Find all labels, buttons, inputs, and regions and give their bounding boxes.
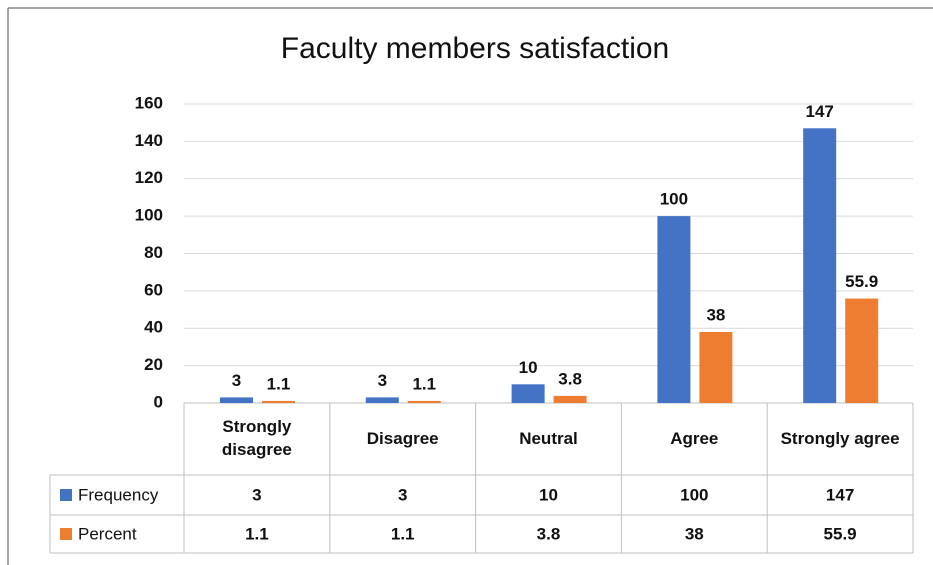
table-value: 147 <box>826 485 854 504</box>
table-value: 55.9 <box>824 524 857 543</box>
bar <box>365 397 399 403</box>
legend-label: Frequency <box>78 485 159 504</box>
x-tick-label: Strongly disagree <box>221 417 292 459</box>
y-tick-label: 140 <box>135 131 163 150</box>
legend-swatch <box>60 528 72 540</box>
data-label: 147 <box>806 102 834 121</box>
x-tick-label: Agree <box>670 428 719 448</box>
category-cell: Disagree <box>366 428 439 448</box>
category-cell: Neutral <box>519 428 578 448</box>
data-label: 3 <box>378 371 387 390</box>
category-cell: Strongly disagree <box>221 417 292 459</box>
category-cell: Agree <box>670 428 719 448</box>
bar <box>262 400 295 403</box>
legend-swatch <box>60 489 72 501</box>
y-tick-label: 120 <box>135 168 163 187</box>
data-label: 100 <box>660 190 688 209</box>
data-label: 1.1 <box>412 374 436 393</box>
bar <box>553 395 587 403</box>
table-value: 100 <box>680 485 708 504</box>
bar <box>803 128 837 403</box>
y-tick-label: 160 <box>135 93 163 112</box>
bar <box>220 397 253 403</box>
table-value: 38 <box>685 524 704 543</box>
y-tick-label: 100 <box>135 206 163 225</box>
chart-title: Faculty members satisfaction <box>281 32 669 65</box>
y-tick-label: 80 <box>144 243 163 262</box>
data-label: 3 <box>232 371 241 390</box>
data-label: 1.1 <box>267 374 291 393</box>
bar <box>699 331 733 403</box>
data-label: 3.8 <box>558 369 582 388</box>
x-tick-label: Strongly agree <box>780 428 900 448</box>
bar <box>511 384 545 403</box>
table-value: 3 <box>398 485 407 504</box>
data-label: 10 <box>519 358 538 377</box>
data-label: 55.9 <box>845 272 878 291</box>
data-label: 38 <box>706 305 725 324</box>
y-tick-label: 20 <box>144 355 163 374</box>
category-cell: Strongly agree <box>780 428 900 448</box>
table-value: 1.1 <box>391 524 415 543</box>
y-tick-label: 40 <box>144 318 163 337</box>
bar <box>407 400 441 403</box>
y-tick-label: 60 <box>144 280 163 299</box>
table-value: 3.8 <box>537 524 561 543</box>
legend-label: Percent <box>78 524 137 543</box>
bar <box>845 298 879 403</box>
table-value: 3 <box>252 485 261 504</box>
x-tick-label: Disagree <box>366 428 439 448</box>
table-value: 10 <box>539 485 558 504</box>
x-tick-label: Neutral <box>519 428 578 448</box>
y-tick-label: 0 <box>154 392 163 411</box>
bar <box>657 216 691 403</box>
table-value: 1.1 <box>245 524 269 543</box>
